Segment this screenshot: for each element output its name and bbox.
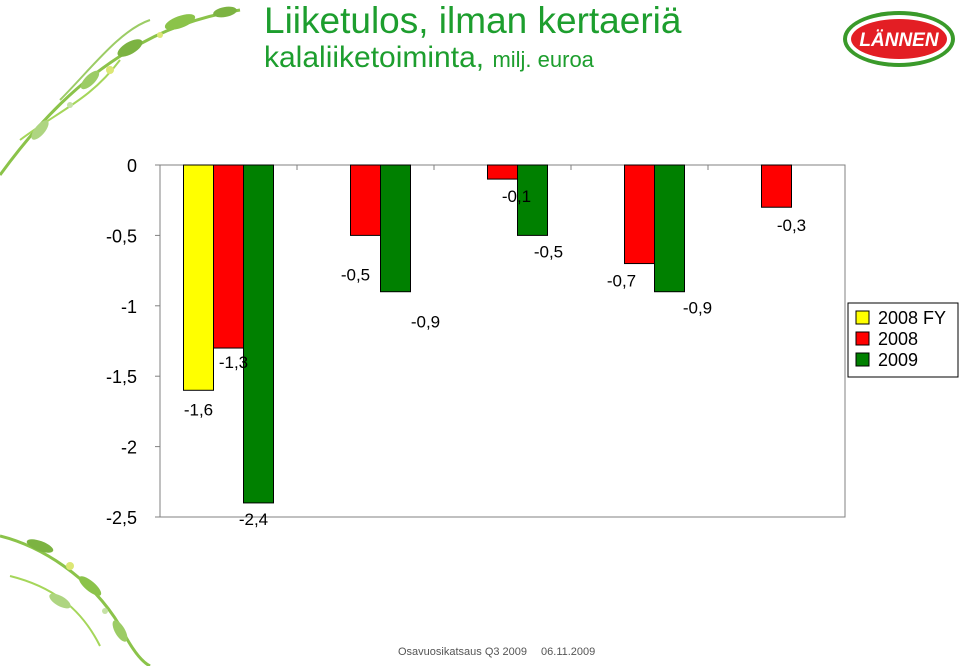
bar — [350, 164, 381, 236]
legend-swatch — [855, 352, 870, 367]
bar-value-label: -1,3 — [219, 353, 248, 372]
decorative-vine-top — [0, 6, 241, 176]
footer-date: 06.11.2009 — [541, 646, 596, 658]
decorative-vine-bottom — [0, 534, 151, 666]
y-tick-label: -1 — [121, 297, 137, 317]
legend-swatch — [855, 331, 870, 346]
bar-value-label: -0,5 — [341, 265, 370, 284]
legend-label: 2008 — [878, 329, 918, 349]
y-tick-label: -0,5 — [106, 226, 137, 246]
y-axis: 0 -0,5 -1 -1,5 -2 -2,5 — [106, 156, 846, 528]
bar — [517, 164, 548, 236]
bar-value-label: -0,7 — [607, 272, 636, 291]
bar-value-label: -0,5 — [534, 242, 563, 261]
legend-label: 2008 FY — [878, 308, 946, 328]
logo-text: LÄNNEN — [859, 30, 939, 51]
bars-group — [183, 164, 792, 504]
bar-value-label: -2,4 — [239, 510, 268, 529]
title-unit: milj. euroa — [492, 47, 594, 72]
bar — [487, 164, 518, 180]
bar — [183, 164, 214, 391]
title-line-1: Liiketulos, ilman kertaeriä — [264, 0, 682, 41]
y-tick-label: 0 — [127, 156, 137, 176]
bar — [761, 164, 792, 208]
bar — [243, 164, 274, 504]
lannen-logo: LÄNNEN — [843, 11, 955, 67]
title-line-2: kalaliiketoiminta, milj. euroa — [264, 40, 681, 78]
bar-labels-group: -1,6 -1,3 -2,4 -0,5 -0,9 -0,1 -0,5 -0,7 -0,9 -0,3 — [184, 187, 806, 529]
legend-swatch — [855, 310, 870, 325]
footer: Osavuosikatsaus Q3 2009 06.11.2009 — [398, 646, 595, 658]
bar — [380, 164, 411, 293]
y-tick-label: -2 — [121, 438, 137, 458]
bar-value-label: -0,1 — [502, 187, 531, 206]
bar-value-label: -0,9 — [683, 299, 712, 318]
y-tick-label: -2,5 — [106, 508, 137, 528]
bar-value-label: -0,3 — [777, 216, 806, 235]
bar — [654, 164, 685, 293]
y-tick-label: -1,5 — [106, 367, 137, 387]
bar — [213, 164, 244, 349]
bar-value-label: -1,6 — [184, 400, 213, 419]
bar — [624, 164, 655, 265]
legend-label: 2009 — [878, 350, 918, 370]
title-subject: kalaliiketoiminta, — [264, 41, 485, 74]
slide-title: Liiketulos, ilman kertaeriä kalaliiketoi… — [264, 2, 681, 78]
bar-value-label: -0,9 — [411, 313, 440, 332]
footer-text: Osavuosikatsaus Q3 2009 — [398, 646, 528, 658]
